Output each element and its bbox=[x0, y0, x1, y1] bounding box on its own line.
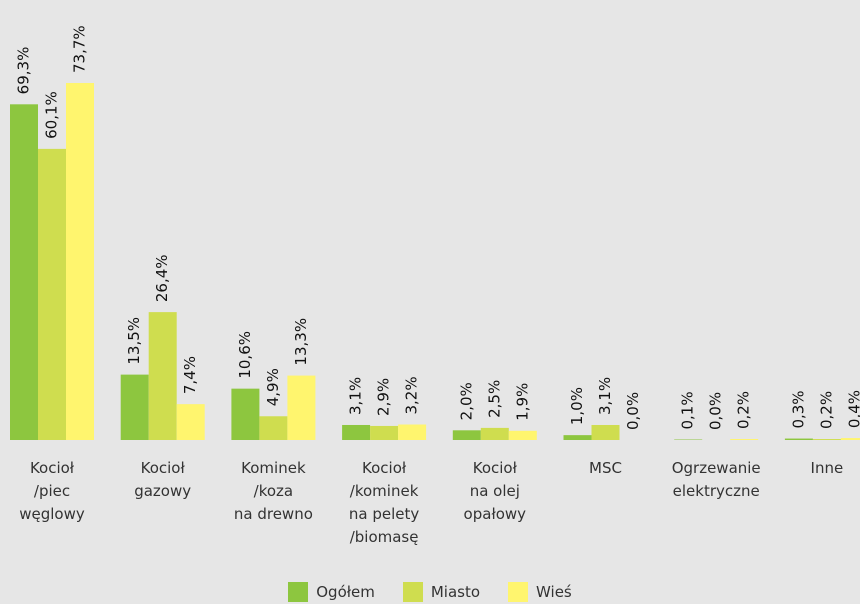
x-tick-label: MSC bbox=[589, 459, 622, 477]
bar bbox=[730, 439, 759, 440]
data-label: 0,1% bbox=[679, 391, 697, 429]
bar bbox=[508, 430, 537, 440]
legend: Ogółem Miasto Wieś bbox=[0, 582, 860, 602]
bar bbox=[840, 438, 860, 440]
x-tick-label: Kominek /koza na drewno bbox=[233, 459, 313, 523]
bar bbox=[452, 430, 481, 440]
x-tick-label: Ogrzewanie elektryczne bbox=[671, 459, 761, 500]
bar bbox=[66, 83, 94, 440]
x-tick-label: Kocioł /piec węglowy bbox=[19, 459, 85, 523]
data-label: 3,1% bbox=[596, 377, 614, 415]
data-label: 2,5% bbox=[485, 380, 503, 418]
data-label: 0,2% bbox=[735, 391, 753, 429]
data-label: 69,3% bbox=[15, 47, 33, 95]
x-tick-label: Kocioł /kominek na pelety /biomasę bbox=[348, 459, 420, 546]
bar bbox=[38, 148, 66, 441]
data-label: 60,1% bbox=[43, 91, 61, 139]
x-tick-label: Kocioł na olej opałowy bbox=[463, 459, 527, 523]
legend-swatch bbox=[402, 582, 423, 602]
data-label: 10,6% bbox=[236, 331, 254, 379]
data-label: 1,0% bbox=[568, 387, 586, 425]
bar bbox=[563, 435, 592, 440]
legend-item: Miasto bbox=[402, 582, 481, 602]
data-label: 2,9% bbox=[375, 378, 393, 416]
legend-swatch bbox=[288, 582, 309, 602]
data-label: 3,1% bbox=[347, 377, 365, 415]
bar bbox=[398, 424, 427, 440]
data-label: 26,4% bbox=[153, 254, 171, 302]
bar bbox=[176, 404, 205, 440]
legend-item: Ogółem bbox=[288, 582, 375, 602]
data-label: 4,9% bbox=[264, 368, 282, 406]
legend-label: Miasto bbox=[430, 583, 481, 601]
legend-swatch bbox=[508, 582, 529, 602]
bar bbox=[287, 375, 316, 440]
bar bbox=[259, 416, 288, 440]
data-label: 73,7% bbox=[71, 25, 89, 73]
data-label: 0,0% bbox=[707, 392, 725, 430]
bar bbox=[370, 425, 399, 440]
x-tick-label: Kocioł gazowy bbox=[134, 459, 192, 500]
data-label: 2,0% bbox=[457, 382, 475, 420]
bar bbox=[784, 438, 813, 440]
data-label: 7,4% bbox=[181, 356, 199, 394]
data-label: 0,2% bbox=[817, 391, 835, 429]
bar bbox=[148, 312, 177, 440]
legend-label: Ogółem bbox=[316, 583, 375, 601]
data-label: 0,3% bbox=[789, 390, 807, 428]
data-label: 1,9% bbox=[513, 383, 531, 421]
legend-label: Wieś bbox=[536, 583, 572, 601]
data-label: 13,3% bbox=[292, 318, 310, 366]
x-tick-label: Inne bbox=[810, 459, 844, 477]
data-label: 0,0% bbox=[624, 392, 642, 430]
bar bbox=[480, 427, 509, 440]
bar bbox=[231, 388, 260, 440]
data-label: 13,5% bbox=[125, 317, 143, 365]
bar bbox=[342, 424, 371, 440]
legend-item: Wieś bbox=[508, 582, 572, 602]
bar bbox=[120, 374, 149, 440]
data-label: 3,2% bbox=[403, 376, 421, 414]
data-label: 0,4% bbox=[845, 390, 860, 428]
bar bbox=[812, 439, 841, 440]
bar bbox=[591, 424, 620, 440]
bar bbox=[10, 104, 38, 441]
